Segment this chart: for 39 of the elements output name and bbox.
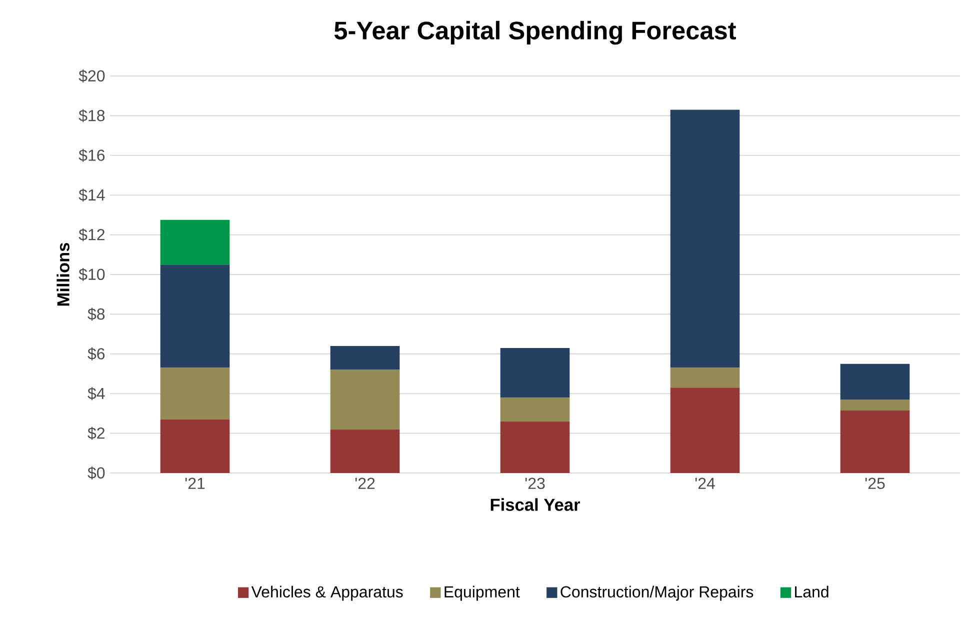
y-tick-label: $20 <box>78 70 105 82</box>
y-tick-label: $4 <box>88 387 105 400</box>
bar <box>160 220 230 265</box>
y-tick-label: $6 <box>88 347 105 360</box>
y-tick-label: $10 <box>78 268 105 281</box>
bar <box>500 398 570 422</box>
y-tick-label: $18 <box>78 109 105 122</box>
bar <box>670 388 740 474</box>
y-tick-label: $16 <box>78 148 105 162</box>
y-tick-label: $12 <box>78 228 104 242</box>
legend-label: Equipment <box>444 586 520 601</box>
bar <box>330 346 400 370</box>
bar <box>670 110 740 368</box>
legend-label: Land <box>795 586 828 598</box>
bar <box>330 370 400 430</box>
x-tick-label: '24 <box>695 478 715 489</box>
bar <box>500 348 570 398</box>
y-axis-title: Millions <box>56 242 70 306</box>
y-tick-label: $2 <box>88 426 104 440</box>
bar <box>160 264 230 368</box>
x-tick-label: '25 <box>865 478 885 490</box>
y-tick-label: $14 <box>78 188 105 202</box>
x-axis-title: Fiscal Year <box>490 498 580 511</box>
bar <box>840 400 910 410</box>
legend-label: Construction/Major Repairs <box>560 586 754 601</box>
x-tick-label: '22 <box>355 478 375 489</box>
x-tick-label: '21 <box>185 478 205 489</box>
y-tick-label: $8 <box>88 308 105 321</box>
bar <box>330 429 400 474</box>
bar <box>160 368 230 420</box>
chart-title: 5-Year Capital Spending Forecast <box>334 20 736 45</box>
bar <box>500 421 570 474</box>
bar <box>160 419 230 474</box>
x-tick-label: '23 <box>525 478 545 490</box>
y-tick-label: $0 <box>88 466 105 480</box>
bar <box>840 364 910 400</box>
bar <box>840 410 910 474</box>
bar <box>670 368 740 388</box>
legend-label: Vehicles & Apparatus <box>251 586 403 601</box>
